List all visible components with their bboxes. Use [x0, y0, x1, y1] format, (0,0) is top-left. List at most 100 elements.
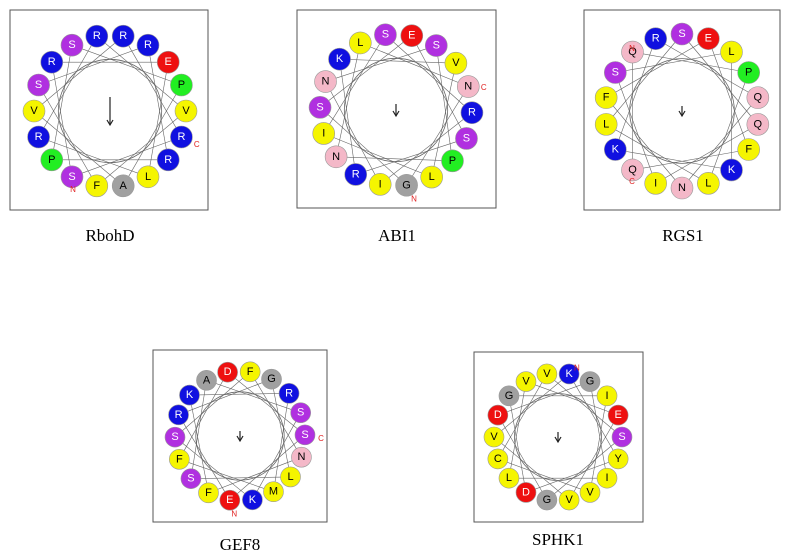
- residue-circle: [456, 75, 480, 98]
- residue-circle: [170, 125, 193, 149]
- terminus-label: N: [411, 195, 417, 204]
- residue-circle: [198, 482, 219, 504]
- wheel-connector: [615, 51, 732, 73]
- residue-label: V: [565, 494, 573, 506]
- wheel-connector: [271, 379, 291, 477]
- residue-label: K: [249, 494, 257, 506]
- residue-circle: [217, 361, 238, 383]
- residue-label: N: [332, 151, 340, 163]
- residue-circle: [579, 482, 601, 503]
- residue-circle: [349, 31, 372, 55]
- residue-label: L: [506, 472, 512, 484]
- wheel-connector: [435, 45, 453, 161]
- wheel-connector: [325, 81, 381, 185]
- wheel-connector: [508, 381, 527, 479]
- residue-label: R: [164, 154, 172, 166]
- residue-label: Q: [628, 164, 637, 176]
- residue-label: G: [402, 179, 411, 191]
- residue-circle: [60, 165, 84, 189]
- residue-label: S: [187, 473, 194, 485]
- wheel-connector: [493, 373, 570, 438]
- residue-circle: [263, 481, 284, 503]
- residue-label: R: [352, 168, 360, 180]
- residue-circle: [170, 73, 193, 97]
- residue-circle: [27, 125, 50, 149]
- residue-label: R: [119, 30, 127, 42]
- residue-label: R: [652, 33, 660, 45]
- residue-label: G: [505, 390, 514, 402]
- residue-label: R: [175, 409, 183, 421]
- residue-label: G: [586, 376, 595, 388]
- wheel-connector: [546, 436, 623, 501]
- residue-label: R: [468, 107, 476, 119]
- residue-circle: [291, 446, 312, 468]
- residue-circle: [579, 371, 601, 392]
- residue-label: R: [144, 39, 152, 51]
- residue-circle: [621, 158, 644, 182]
- wheel-connector: [179, 372, 228, 460]
- residue-circle: [596, 467, 618, 489]
- residue-circle: [420, 165, 443, 189]
- wheel-connector: [319, 35, 412, 108]
- wheel-connector: [208, 456, 302, 494]
- terminus-label: N: [629, 44, 635, 53]
- wheel-connector: [708, 38, 749, 150]
- residue-circle: [239, 361, 261, 383]
- residue-circle: [697, 27, 720, 50]
- residue-label: K: [728, 164, 736, 176]
- residue-label: F: [205, 487, 212, 499]
- residue-circle: [22, 99, 46, 123]
- wheel-connector: [51, 62, 73, 177]
- wheel-connector: [605, 97, 683, 189]
- residue-label: E: [705, 33, 712, 45]
- residue-circle: [278, 383, 300, 404]
- wheel-connector: [190, 476, 291, 479]
- residue-label: R: [93, 30, 101, 42]
- residue-label: L: [287, 471, 293, 483]
- residue-label: E: [614, 409, 621, 421]
- residue-circle: [594, 86, 618, 109]
- wheel-connector: [681, 33, 759, 125]
- residue-label: N: [464, 81, 472, 93]
- wheel-connector: [71, 44, 182, 86]
- residue-label: P: [48, 154, 55, 166]
- wheel-connector: [546, 373, 623, 438]
- residue-circle: [604, 61, 627, 84]
- wheel-connector: [178, 414, 231, 501]
- residue-label: K: [612, 144, 620, 156]
- wheel-connector: [336, 156, 453, 162]
- wheel-connector: [708, 72, 749, 184]
- residue-circle: [328, 47, 351, 71]
- residue-label: V: [543, 368, 551, 380]
- wheel-connector: [339, 58, 456, 64]
- residue-circle: [196, 369, 217, 391]
- residue-label: S: [382, 29, 389, 41]
- residue-label: F: [247, 366, 254, 378]
- residue-label: D: [224, 366, 232, 378]
- residue-circle: [85, 24, 109, 48]
- residue-circle: [737, 138, 760, 161]
- wheel-caption: ABI1: [378, 226, 416, 245]
- wheel-connector: [525, 458, 619, 493]
- residue-label: E: [226, 494, 233, 506]
- wheel-connector: [508, 395, 527, 493]
- wheel-connector: [323, 34, 386, 134]
- wheel-connector: [38, 36, 98, 138]
- residue-circle: [219, 489, 241, 511]
- residue-label: S: [678, 28, 685, 40]
- residue-circle: [156, 50, 180, 74]
- wheel-connector: [178, 378, 272, 416]
- residue-label: N: [678, 182, 686, 194]
- residue-label: R: [35, 131, 43, 143]
- wheel-connector: [606, 124, 709, 184]
- residue-label: P: [178, 79, 185, 91]
- residue-label: S: [171, 431, 178, 443]
- terminus-label: N: [231, 510, 237, 519]
- residue-circle: [737, 61, 760, 84]
- residue-label: I: [654, 177, 657, 189]
- residue-circle: [558, 363, 580, 385]
- wheel-connector: [497, 373, 548, 460]
- residue-circle: [60, 33, 84, 57]
- residue-label: I: [379, 178, 382, 190]
